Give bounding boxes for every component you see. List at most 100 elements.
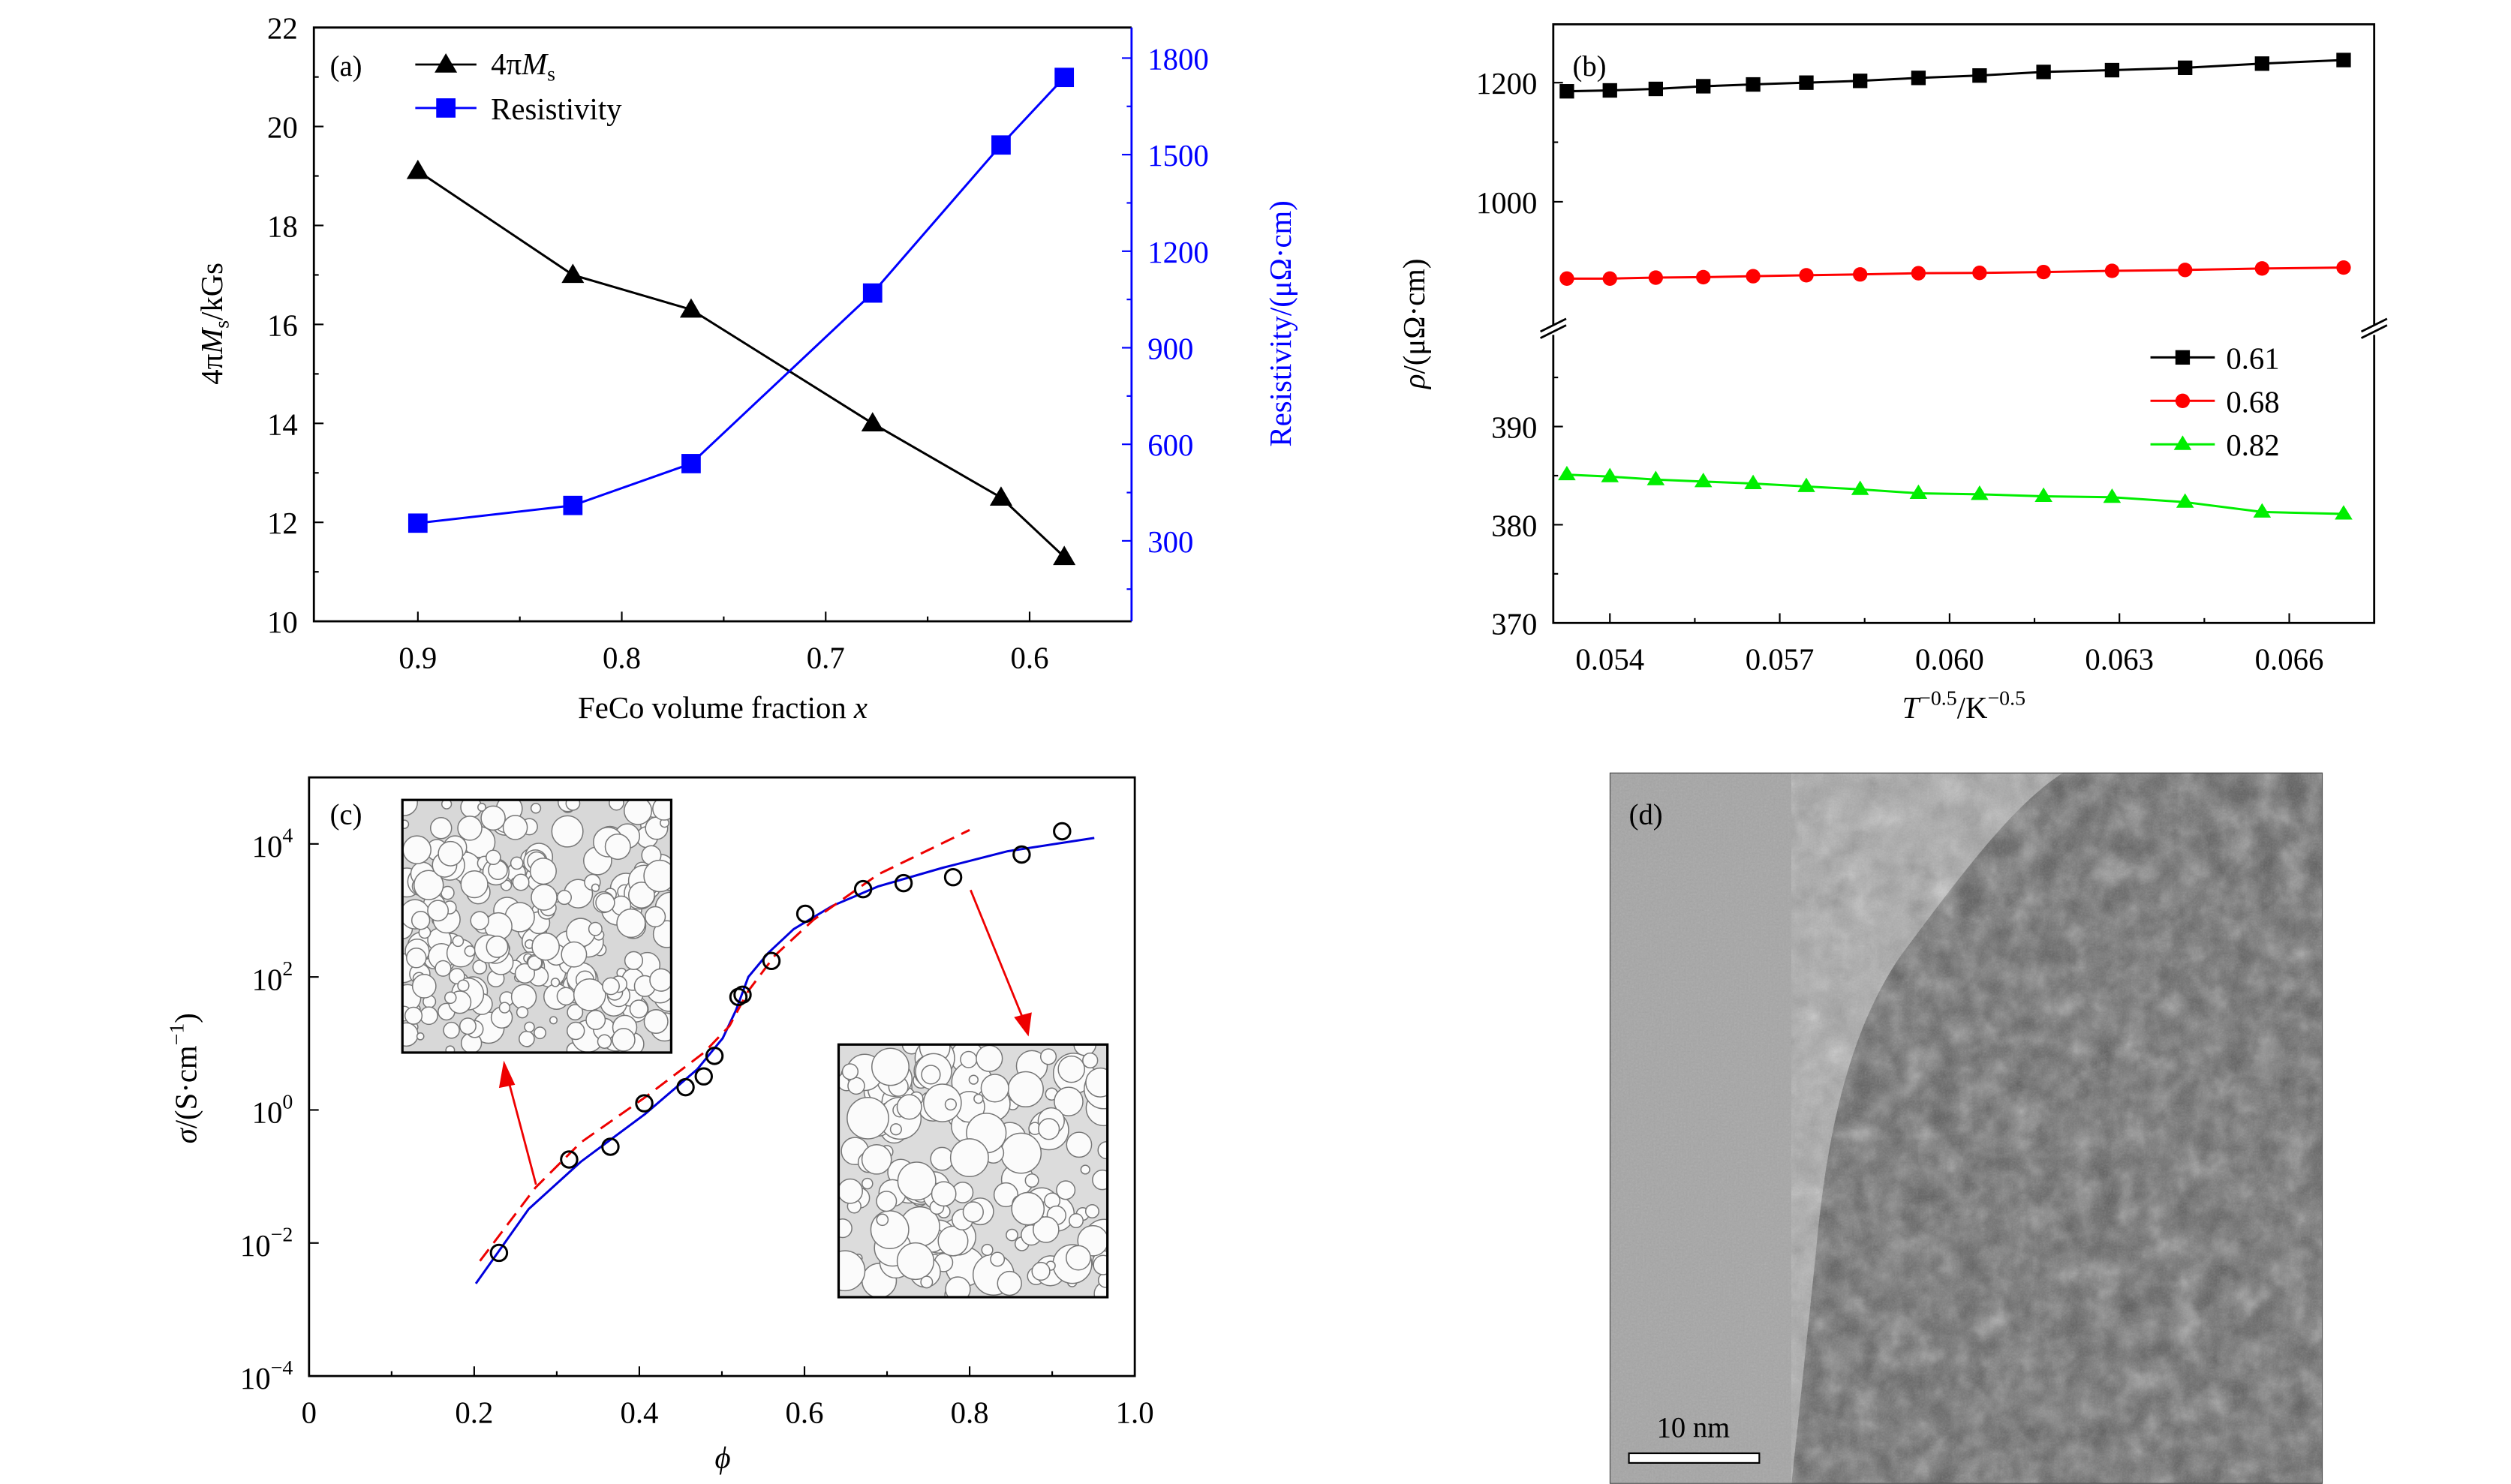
data-point-square bbox=[1602, 83, 1617, 98]
data-point-triangle bbox=[1558, 465, 1576, 481]
fit-curve-dashed bbox=[479, 828, 970, 1262]
inset-particle bbox=[527, 955, 543, 971]
inset-particle bbox=[516, 1006, 529, 1019]
y2-tick-label: 600 bbox=[1147, 428, 1193, 462]
inset-particle bbox=[550, 978, 561, 987]
axis-break-mark bbox=[1540, 317, 1567, 333]
data-point-square bbox=[1799, 75, 1814, 90]
legend-label: Resistivity bbox=[491, 92, 622, 126]
y-tick-label: 10 bbox=[267, 605, 298, 639]
inset-particle bbox=[945, 1276, 971, 1297]
data-point-circle bbox=[2336, 260, 2351, 275]
y-tick-label: 1000 bbox=[1476, 186, 1538, 220]
inset-particle bbox=[838, 1178, 863, 1204]
inset-particle bbox=[406, 948, 427, 969]
inset-particle bbox=[402, 800, 418, 816]
inset-particle bbox=[960, 1050, 978, 1068]
y2-axis-label: Resistivity/(μΩ·cm) bbox=[1264, 200, 1298, 446]
data-point-circle bbox=[2036, 264, 2051, 280]
inset-particle bbox=[624, 800, 653, 825]
inset-particle bbox=[413, 870, 444, 900]
inset-particle bbox=[529, 858, 557, 885]
data-point-square bbox=[1911, 71, 1926, 86]
inset-particle bbox=[530, 803, 542, 814]
data-point-triangle bbox=[679, 298, 702, 318]
inset-particle bbox=[944, 1098, 957, 1111]
x-tick-label: 0.066 bbox=[2255, 642, 2324, 676]
y2-tick-label: 1200 bbox=[1147, 236, 1209, 269]
annotation-arrow-right bbox=[970, 889, 1032, 1037]
inset-particle bbox=[889, 1123, 902, 1136]
x-tick-label: 0.057 bbox=[1746, 642, 1815, 676]
series-line bbox=[417, 77, 1066, 524]
inset-particle bbox=[510, 984, 537, 1011]
axis-break-mark bbox=[2360, 317, 2388, 333]
inset-particle bbox=[1082, 1052, 1099, 1069]
inset-particle bbox=[920, 1275, 934, 1289]
data-point-triangle bbox=[1646, 470, 1665, 485]
inset-particle bbox=[551, 815, 584, 848]
scale-bar-label: 10 nm bbox=[1657, 1413, 1731, 1444]
data-point-square bbox=[2036, 65, 2051, 80]
inset-particle bbox=[645, 906, 666, 928]
x-tick-label: 0.063 bbox=[2085, 642, 2154, 676]
inset-particle bbox=[1039, 1048, 1057, 1065]
inset-particle bbox=[981, 1243, 994, 1256]
inset-particle bbox=[896, 1242, 935, 1281]
inset-particle bbox=[921, 1065, 941, 1085]
inset-particle bbox=[841, 1063, 859, 1080]
annotation-arrow-left bbox=[498, 1060, 537, 1185]
inset-particle bbox=[595, 892, 615, 913]
data-point-triangle bbox=[861, 412, 884, 432]
inset-particle bbox=[604, 834, 631, 861]
inset-particle bbox=[448, 968, 465, 985]
inset-particle bbox=[1038, 1118, 1060, 1140]
data-point-open-circle bbox=[733, 985, 752, 1005]
inset-particle bbox=[486, 936, 509, 958]
legend-marker-square bbox=[436, 98, 456, 118]
data-point-square bbox=[681, 454, 701, 473]
y-axis-label: 4πMs/kGs bbox=[195, 263, 234, 385]
data-point-circle bbox=[2178, 263, 2193, 278]
data-point-open-circle bbox=[676, 1077, 695, 1097]
y-tick-label: 104 bbox=[252, 825, 293, 864]
inset-particle bbox=[1066, 1245, 1091, 1271]
inset-particle bbox=[443, 1021, 460, 1039]
data-point-open-circle bbox=[601, 1137, 620, 1156]
inset-particle bbox=[1097, 1272, 1108, 1288]
data-point-circle bbox=[1911, 266, 1926, 281]
data-point-triangle bbox=[1744, 474, 1762, 489]
inset-particle bbox=[973, 1093, 984, 1104]
data-point-square bbox=[1559, 84, 1574, 99]
data-point-open-circle bbox=[635, 1094, 654, 1113]
inset-particle bbox=[1024, 1173, 1039, 1188]
inset-particle bbox=[498, 1002, 511, 1014]
inset-particle bbox=[652, 920, 672, 948]
data-point-square bbox=[2104, 62, 2120, 78]
inset-particle bbox=[1054, 1086, 1084, 1116]
inset-particle bbox=[556, 987, 576, 1006]
inset-particle bbox=[652, 800, 672, 821]
data-point-triangle bbox=[1909, 484, 1928, 500]
data-point-square bbox=[1054, 68, 1075, 88]
inset-particle bbox=[990, 1251, 1006, 1267]
legend-label: 0.68 bbox=[2226, 385, 2279, 419]
inset-particle bbox=[1011, 1191, 1045, 1226]
inset-particle bbox=[585, 1009, 606, 1030]
plot-frame bbox=[1552, 23, 2376, 624]
data-point-triangle bbox=[2335, 505, 2353, 520]
inset-particle bbox=[410, 911, 431, 930]
x-tick-label: 0.060 bbox=[1915, 642, 1984, 676]
inset-particle bbox=[862, 1177, 874, 1190]
inset-particle bbox=[838, 1218, 853, 1239]
inset-particle bbox=[459, 1017, 477, 1035]
x-tick-label: 0.6 bbox=[786, 1395, 824, 1429]
data-point-triangle bbox=[406, 159, 429, 179]
inset-particle bbox=[612, 1028, 636, 1052]
x-tick-label: 0.6 bbox=[1011, 641, 1049, 674]
axis-break-mark bbox=[2360, 324, 2388, 339]
x-tick-label: 0.054 bbox=[1575, 642, 1644, 676]
inset-particle bbox=[968, 1074, 979, 1085]
panel-label: (a) bbox=[330, 51, 362, 83]
y2-tick-label: 1500 bbox=[1147, 139, 1209, 173]
